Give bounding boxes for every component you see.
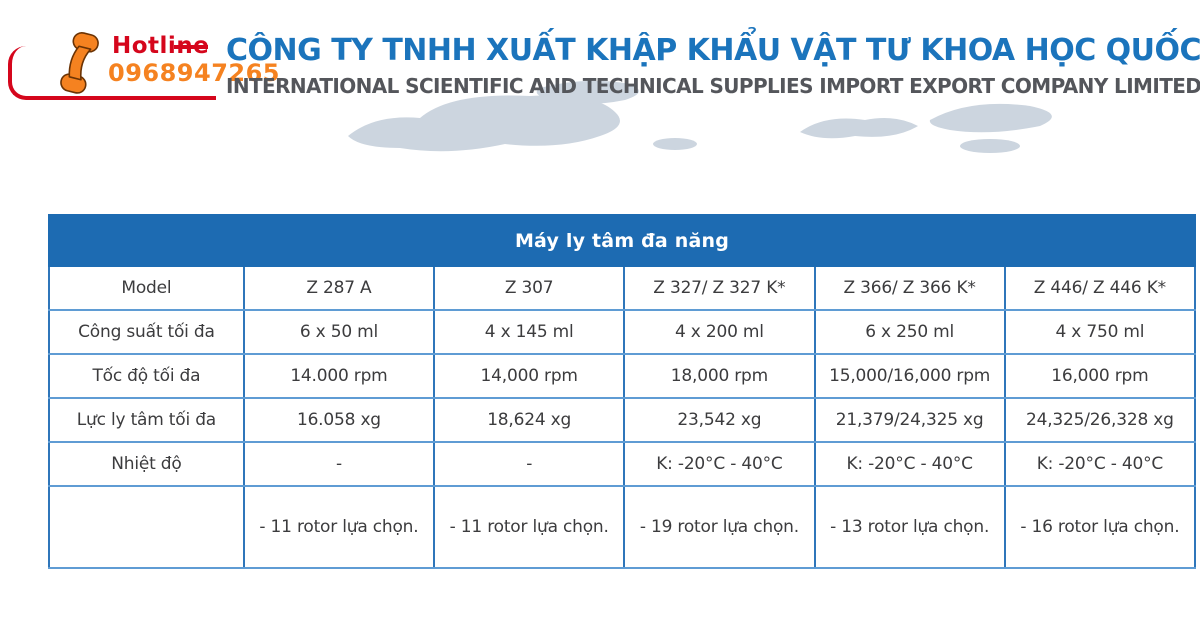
spec-cell: 4 x 200 ml: [623, 309, 816, 355]
spec-cell: Z 446/ Z 446 K*: [1003, 265, 1197, 311]
spec-cell: K: -20°C - 40°C: [1003, 441, 1197, 487]
spec-cell: - 19 rotor lựa chọn.: [623, 485, 816, 569]
table-row-model: Model Z 287 A Z 307 Z 327/ Z 327 K* Z 36…: [48, 265, 1197, 311]
spec-cell: - 11 rotor lựa chọn.: [242, 485, 436, 569]
table-row-max-speed: Tốc độ tối đa 14.000 rpm 14,000 rpm 18,0…: [48, 353, 1197, 399]
spec-cell: 21,379/24,325 xg: [813, 397, 1006, 443]
hotline-bracket-line: [8, 46, 216, 100]
spec-cell: -: [242, 441, 436, 487]
spec-cell: 24,325/26,328 xg: [1003, 397, 1197, 443]
company-name-vietnamese: CÔNG TY TNHH XUẤT KHẬP KHẨU VẬT TƯ KHOA …: [226, 33, 1200, 68]
spec-cell: 23,542 xg: [623, 397, 816, 443]
spec-cell: 14,000 rpm: [433, 353, 626, 399]
spec-cell: 4 x 145 ml: [433, 309, 626, 355]
spec-cell: 6 x 250 ml: [813, 309, 1006, 355]
table-row-capacity: Công suất tối đa 6 x 50 ml 4 x 145 ml 4 …: [48, 309, 1197, 355]
spec-cell: - 13 rotor lựa chọn.: [813, 485, 1006, 569]
row-label: Lực ly tâm tối đa: [48, 397, 245, 443]
row-label: Công suất tối đa: [48, 309, 245, 355]
hotline-phone-number: 0968947265: [108, 59, 280, 87]
world-map-background: [348, 80, 1052, 153]
spec-cell: 16.058 xg: [242, 397, 436, 443]
spec-cell: 14.000 rpm: [242, 353, 436, 399]
spec-cell: 4 x 750 ml: [1003, 309, 1197, 355]
spec-cell: 6 x 50 ml: [242, 309, 436, 355]
spec-cell: 18,624 xg: [433, 397, 626, 443]
spec-cell: 15,000/16,000 rpm: [813, 353, 1006, 399]
spec-cell: 18,000 rpm: [623, 353, 816, 399]
hotline-block: Hotline 0968947265: [0, 0, 280, 120]
hotline-dash-line: [174, 45, 208, 49]
row-label: Model: [48, 265, 245, 311]
row-label: [48, 485, 245, 569]
table-title: Máy ly tâm đa năng: [48, 214, 1196, 267]
table-row-max-rcf: Lực ly tâm tối đa 16.058 xg 18,624 xg 23…: [48, 397, 1197, 443]
spec-cell: K: -20°C - 40°C: [813, 441, 1006, 487]
table-row-rotor-options: - 11 rotor lựa chọn. - 11 rotor lựa chọn…: [48, 485, 1197, 569]
spec-cell: - 16 rotor lựa chọn.: [1003, 485, 1197, 569]
spec-cell: 16,000 rpm: [1003, 353, 1197, 399]
spec-cell: Z 287 A: [242, 265, 436, 311]
table-row-temperature: Nhiệt độ - - K: -20°C - 40°C K: -20°C - …: [48, 441, 1197, 487]
spec-cell: K: -20°C - 40°C: [623, 441, 816, 487]
company-header: CÔNG TY TNHH XUẤT KHẬP KHẨU VẬT TƯ KHOA …: [226, 33, 1200, 98]
row-label: Nhiệt độ: [48, 441, 245, 487]
spec-cell: - 11 rotor lựa chọn.: [433, 485, 626, 569]
spec-cell: Z 366/ Z 366 K*: [813, 265, 1006, 311]
spec-cell: Z 307: [433, 265, 626, 311]
row-label: Tốc độ tối đa: [48, 353, 245, 399]
table-title-row: Máy ly tâm đa năng: [48, 214, 1196, 267]
company-name-english: INTERNATIONAL SCIENTIFIC AND TECHNICAL S…: [226, 74, 1200, 98]
phone-icon: [54, 31, 106, 99]
centrifuge-spec-table: Máy ly tâm đa năng Model Z 287 A Z 307 Z…: [48, 214, 1197, 569]
spec-cell: Z 327/ Z 327 K*: [623, 265, 816, 311]
spec-cell: -: [433, 441, 626, 487]
